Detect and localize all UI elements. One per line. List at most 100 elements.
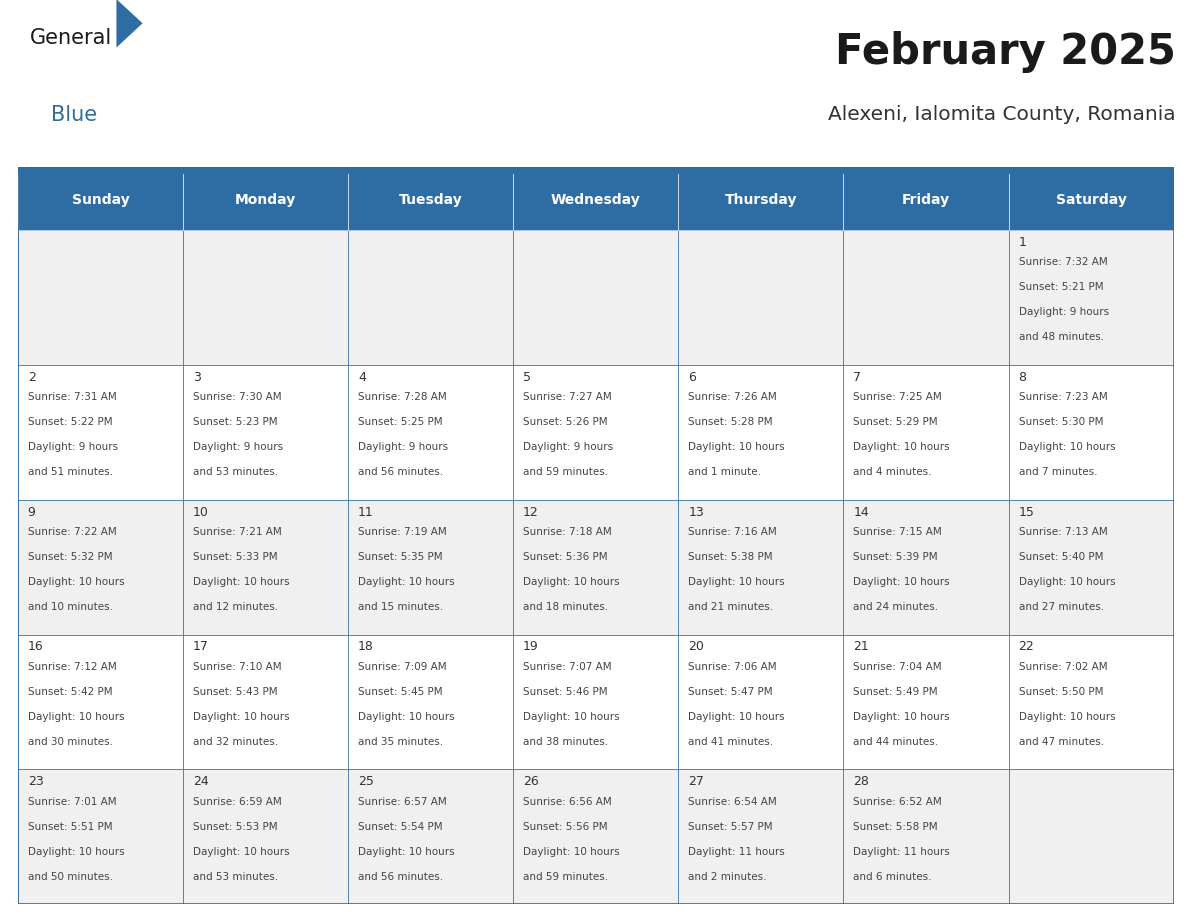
Text: Daylight: 10 hours: Daylight: 10 hours <box>192 577 290 587</box>
Text: Sunset: 5:42 PM: Sunset: 5:42 PM <box>27 687 113 697</box>
Text: and 21 minutes.: and 21 minutes. <box>688 602 773 612</box>
Text: and 15 minutes.: and 15 minutes. <box>358 602 443 612</box>
Bar <box>1009 364 1174 499</box>
Bar <box>513 170 678 230</box>
Bar <box>1009 499 1174 634</box>
Text: 1: 1 <box>1018 236 1026 249</box>
Bar <box>348 769 513 904</box>
Text: Sunrise: 7:27 AM: Sunrise: 7:27 AM <box>523 392 612 402</box>
Bar <box>1009 634 1174 769</box>
Text: Sunset: 5:43 PM: Sunset: 5:43 PM <box>192 687 278 697</box>
Bar <box>183 230 348 364</box>
Text: Sunrise: 7:32 AM: Sunrise: 7:32 AM <box>1018 258 1107 267</box>
Bar <box>348 230 513 364</box>
Text: and 1 minute.: and 1 minute. <box>688 467 762 477</box>
Text: and 27 minutes.: and 27 minutes. <box>1018 602 1104 612</box>
Text: Sunset: 5:51 PM: Sunset: 5:51 PM <box>27 822 113 832</box>
Text: Sunset: 5:33 PM: Sunset: 5:33 PM <box>192 552 278 562</box>
Text: 6: 6 <box>688 371 696 384</box>
Text: and 48 minutes.: and 48 minutes. <box>1018 332 1104 342</box>
Text: Blue: Blue <box>51 106 97 125</box>
Text: Sunset: 5:54 PM: Sunset: 5:54 PM <box>358 822 443 832</box>
Bar <box>843 634 1009 769</box>
Text: 11: 11 <box>358 506 374 519</box>
Text: Daylight: 10 hours: Daylight: 10 hours <box>192 711 290 722</box>
Text: and 18 minutes.: and 18 minutes. <box>523 602 608 612</box>
Text: 25: 25 <box>358 776 374 789</box>
Text: Sunset: 5:21 PM: Sunset: 5:21 PM <box>1018 283 1104 293</box>
Text: 20: 20 <box>688 641 704 654</box>
Text: Daylight: 10 hours: Daylight: 10 hours <box>853 577 950 587</box>
Bar <box>678 364 843 499</box>
Bar <box>843 499 1009 634</box>
Text: 17: 17 <box>192 641 209 654</box>
Text: Saturday: Saturday <box>1056 193 1126 207</box>
Text: Sunrise: 7:15 AM: Sunrise: 7:15 AM <box>853 527 942 537</box>
Bar <box>678 769 843 904</box>
Text: and 6 minutes.: and 6 minutes. <box>853 872 931 881</box>
Text: Sunrise: 7:04 AM: Sunrise: 7:04 AM <box>853 662 942 672</box>
Text: Daylight: 10 hours: Daylight: 10 hours <box>192 846 290 856</box>
Text: and 24 minutes.: and 24 minutes. <box>853 602 939 612</box>
Text: Sunset: 5:45 PM: Sunset: 5:45 PM <box>358 687 443 697</box>
Text: Sunset: 5:56 PM: Sunset: 5:56 PM <box>523 822 608 832</box>
Text: Sunrise: 7:21 AM: Sunrise: 7:21 AM <box>192 527 282 537</box>
Text: Daylight: 10 hours: Daylight: 10 hours <box>523 846 620 856</box>
Text: Daylight: 10 hours: Daylight: 10 hours <box>688 577 785 587</box>
Text: and 56 minutes.: and 56 minutes. <box>358 872 443 881</box>
Text: 3: 3 <box>192 371 201 384</box>
Text: Daylight: 10 hours: Daylight: 10 hours <box>1018 711 1116 722</box>
Text: Daylight: 10 hours: Daylight: 10 hours <box>523 711 620 722</box>
Text: Sunset: 5:36 PM: Sunset: 5:36 PM <box>523 552 608 562</box>
Text: 5: 5 <box>523 371 531 384</box>
Text: Sunset: 5:25 PM: Sunset: 5:25 PM <box>358 418 443 427</box>
Text: and 50 minutes.: and 50 minutes. <box>27 872 113 881</box>
Text: Daylight: 11 hours: Daylight: 11 hours <box>853 846 950 856</box>
Text: Sunrise: 7:18 AM: Sunrise: 7:18 AM <box>523 527 612 537</box>
Text: Sunset: 5:47 PM: Sunset: 5:47 PM <box>688 687 773 697</box>
Text: and 12 minutes.: and 12 minutes. <box>192 602 278 612</box>
Text: 24: 24 <box>192 776 209 789</box>
Text: Sunrise: 7:09 AM: Sunrise: 7:09 AM <box>358 662 447 672</box>
Bar <box>348 634 513 769</box>
Text: Sunset: 5:58 PM: Sunset: 5:58 PM <box>853 822 939 832</box>
Bar <box>18 769 183 904</box>
Text: Daylight: 9 hours: Daylight: 9 hours <box>1018 308 1108 318</box>
Text: Sunset: 5:39 PM: Sunset: 5:39 PM <box>853 552 939 562</box>
Text: 15: 15 <box>1018 506 1035 519</box>
Text: 22: 22 <box>1018 641 1035 654</box>
Text: 10: 10 <box>192 506 209 519</box>
Text: 23: 23 <box>27 776 44 789</box>
Text: and 7 minutes.: and 7 minutes. <box>1018 467 1097 477</box>
Bar <box>513 230 678 364</box>
Text: 9: 9 <box>27 506 36 519</box>
Text: 21: 21 <box>853 641 870 654</box>
Text: Sunset: 5:29 PM: Sunset: 5:29 PM <box>853 418 939 427</box>
Text: Sunset: 5:40 PM: Sunset: 5:40 PM <box>1018 552 1102 562</box>
Bar <box>678 230 843 364</box>
Bar <box>18 499 183 634</box>
Bar <box>513 364 678 499</box>
Text: and 53 minutes.: and 53 minutes. <box>192 467 278 477</box>
Text: Sunrise: 6:57 AM: Sunrise: 6:57 AM <box>358 797 447 807</box>
Text: Daylight: 9 hours: Daylight: 9 hours <box>523 442 613 453</box>
Text: Friday: Friday <box>902 193 950 207</box>
Text: and 47 minutes.: and 47 minutes. <box>1018 737 1104 747</box>
Text: Thursday: Thursday <box>725 193 797 207</box>
Text: Daylight: 10 hours: Daylight: 10 hours <box>688 442 785 453</box>
Text: Sunrise: 7:25 AM: Sunrise: 7:25 AM <box>853 392 942 402</box>
Text: Daylight: 10 hours: Daylight: 10 hours <box>688 711 785 722</box>
Text: Sunrise: 6:52 AM: Sunrise: 6:52 AM <box>853 797 942 807</box>
Bar <box>513 634 678 769</box>
Text: Sunrise: 7:12 AM: Sunrise: 7:12 AM <box>27 662 116 672</box>
Text: and 4 minutes.: and 4 minutes. <box>853 467 931 477</box>
Text: Sunrise: 7:19 AM: Sunrise: 7:19 AM <box>358 527 447 537</box>
Text: Sunset: 5:53 PM: Sunset: 5:53 PM <box>192 822 278 832</box>
Text: Sunrise: 7:06 AM: Sunrise: 7:06 AM <box>688 662 777 672</box>
Text: and 10 minutes.: and 10 minutes. <box>27 602 113 612</box>
Text: Sunrise: 7:01 AM: Sunrise: 7:01 AM <box>27 797 116 807</box>
Bar <box>513 769 678 904</box>
Bar <box>183 634 348 769</box>
Text: Daylight: 10 hours: Daylight: 10 hours <box>853 442 950 453</box>
Text: Sunset: 5:22 PM: Sunset: 5:22 PM <box>27 418 113 427</box>
